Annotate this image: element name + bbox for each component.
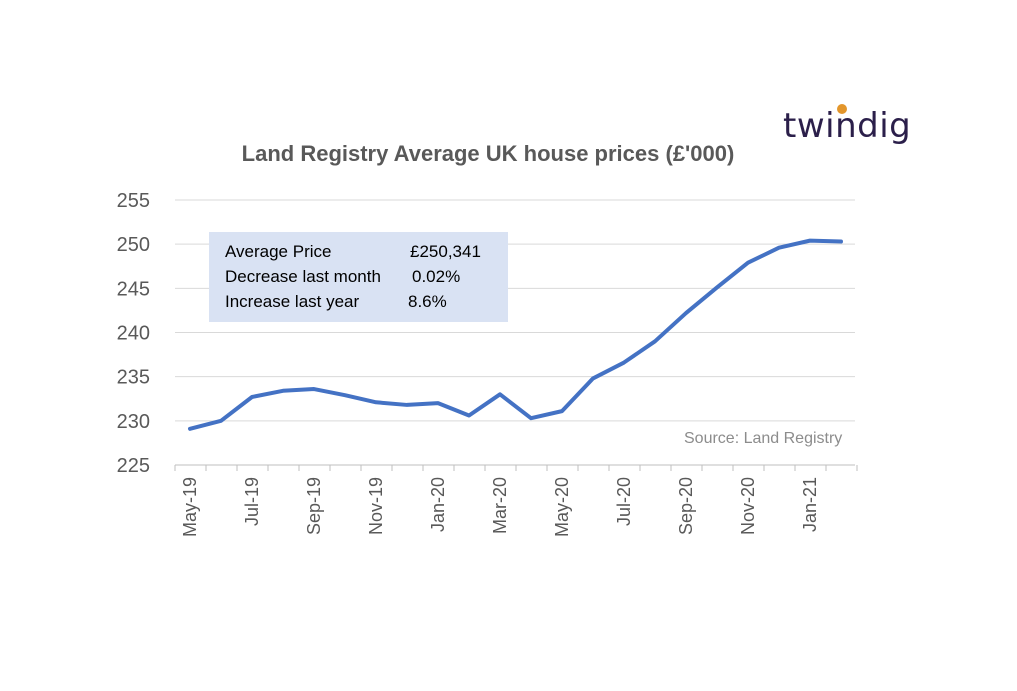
y-tick-label: 240 [117, 323, 150, 345]
y-axis-ticks: 225 230 235 240 245 250 255 [117, 190, 150, 477]
x-tick-label: May-20 [552, 477, 572, 537]
info-label-increase: Increase last year [225, 292, 360, 311]
x-tick-label: Jul-20 [614, 477, 634, 526]
x-tick-label: Jan-21 [800, 477, 820, 532]
x-tick-label: Sep-19 [304, 477, 324, 535]
x-tick-label: Nov-19 [366, 477, 386, 535]
x-tick-label: Jan-20 [428, 477, 448, 532]
x-tick-label: May-19 [180, 477, 200, 537]
x-axis: May-19 Jul-19 Sep-19 Nov-19 Jan-20 Mar-20 May-… [174, 464, 858, 537]
x-tick-label: Sep-20 [676, 477, 696, 535]
info-box: Average Price £250,341 Decrease last mon… [209, 232, 508, 322]
x-tick-label: Nov-20 [738, 477, 758, 535]
series-line [188, 238, 843, 431]
logo-dot-icon [837, 104, 847, 114]
source-note: Source: Land Registry [684, 430, 843, 447]
y-tick-label: 230 [117, 411, 150, 433]
x-tick-label: Mar-20 [490, 477, 510, 534]
y-tick-label: 250 [117, 234, 150, 256]
y-tick-label: 225 [117, 455, 150, 477]
info-value-decrease: 0.02% [412, 267, 461, 286]
y-tick-label: 235 [117, 367, 150, 389]
info-label-average-price: Average Price [225, 242, 332, 261]
chart-title: Land Registry Average UK house prices (£… [241, 141, 735, 166]
x-tick-label: Jul-19 [242, 477, 262, 526]
y-tick-label: 245 [117, 278, 150, 300]
info-value-increase: 8.6% [408, 292, 447, 311]
twindig-logo: twindig [783, 106, 912, 146]
y-tick-label: 255 [117, 190, 150, 212]
info-value-average-price: £250,341 [410, 242, 481, 261]
info-label-decrease: Decrease last month [225, 267, 381, 286]
series-lines [188, 238, 843, 431]
